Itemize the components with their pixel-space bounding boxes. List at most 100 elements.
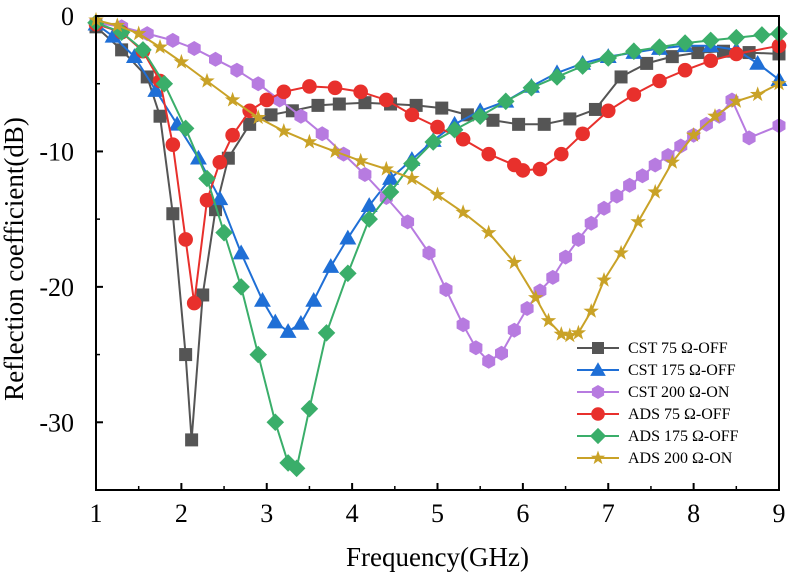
data-point [243, 117, 257, 131]
data-point [749, 86, 766, 102]
data-point [665, 50, 679, 64]
x-tick-label: 4 [346, 499, 359, 528]
data-point [664, 154, 680, 169]
data-point [358, 96, 372, 110]
data-point [540, 312, 557, 328]
data-point [650, 38, 669, 56]
data-point [198, 169, 216, 188]
data-point [573, 57, 592, 75]
data-point [327, 143, 343, 158]
data-point [305, 291, 323, 307]
data-point [294, 108, 308, 124]
data-point [481, 224, 497, 240]
data-point [630, 213, 646, 229]
data-point [173, 53, 190, 69]
data-point [179, 348, 193, 362]
data-point [232, 244, 250, 260]
legend-marker [591, 407, 605, 421]
data-point [571, 232, 585, 247]
legend-marker [592, 342, 604, 354]
x-axis-label: Frequency(GHz) [346, 542, 529, 572]
data-point [186, 295, 202, 311]
data-point [430, 119, 445, 135]
legend-marker [590, 450, 606, 465]
data-point [701, 31, 720, 50]
legend-marker [590, 362, 606, 376]
data-point [575, 126, 590, 142]
data-point [378, 160, 394, 176]
data-point [614, 70, 628, 84]
data-point [435, 101, 449, 115]
legend-item: ADS 75 Ω-OFF [577, 406, 731, 423]
data-point [187, 41, 201, 56]
data-point [537, 117, 551, 131]
data-point [599, 49, 618, 67]
data-point [482, 353, 496, 369]
legend-item: ADS 175 Ω-OFF [577, 427, 739, 445]
data-point [648, 157, 662, 173]
data-point [382, 170, 399, 185]
data-point [515, 163, 531, 178]
data-point [626, 87, 642, 102]
data-point [600, 103, 616, 119]
data-point [360, 210, 378, 228]
data-point [749, 54, 767, 70]
data-point [147, 82, 165, 97]
data-point [279, 323, 297, 338]
data-point [532, 161, 548, 177]
y-tick-label: 0 [61, 2, 74, 31]
legend-label: ADS 75 Ω-OFF [628, 406, 731, 423]
data-point [623, 177, 637, 193]
data-point [212, 154, 228, 170]
legend: CST 75 Ω-OFF CST 175 Ω-OFF CST 200 Ω-ON ADS… [577, 340, 739, 467]
x-tick-label: 8 [687, 499, 700, 528]
data-point [230, 62, 244, 78]
data-point [495, 345, 508, 361]
data-point [327, 80, 343, 96]
data-point [677, 62, 693, 78]
data-point [339, 264, 357, 283]
series-0 [89, 20, 786, 447]
data-point [635, 168, 649, 184]
legend-item: CST 75 Ω-OFF [577, 340, 728, 357]
data-point [153, 109, 167, 123]
data-point [104, 27, 122, 43]
data-point [685, 127, 702, 142]
data-point [584, 215, 598, 231]
data-point [640, 56, 654, 70]
legend-label: ADS 200 Ω-ON [628, 450, 733, 467]
y-tick-label: -20 [39, 273, 74, 302]
data-point [481, 146, 497, 162]
x-tick-label: 3 [260, 499, 273, 528]
data-point [570, 324, 587, 340]
data-point [486, 113, 500, 127]
data-point [728, 93, 744, 108]
data-point [512, 117, 526, 131]
data-point [166, 207, 180, 221]
data-point [546, 269, 560, 285]
data-point [429, 186, 446, 202]
data-point [279, 454, 297, 472]
data-point [674, 138, 688, 154]
data-point [588, 102, 602, 116]
data-point [199, 72, 215, 88]
data-point [155, 74, 174, 93]
data-point [199, 192, 215, 208]
data-point [439, 282, 453, 298]
data-point [404, 170, 420, 186]
data-point [249, 345, 267, 364]
data-point [176, 119, 195, 138]
data-point [165, 137, 181, 152]
data-point [506, 254, 523, 270]
data-point [455, 131, 471, 147]
data-point [613, 244, 629, 260]
data-point [471, 107, 489, 125]
legend-label: CST 200 Ω-ON [628, 384, 730, 401]
data-point [520, 301, 534, 316]
data-point [209, 51, 222, 67]
data-point [287, 459, 306, 478]
data-point [522, 79, 541, 97]
data-point [445, 120, 464, 139]
data-point [455, 204, 471, 219]
data-point [264, 108, 278, 122]
